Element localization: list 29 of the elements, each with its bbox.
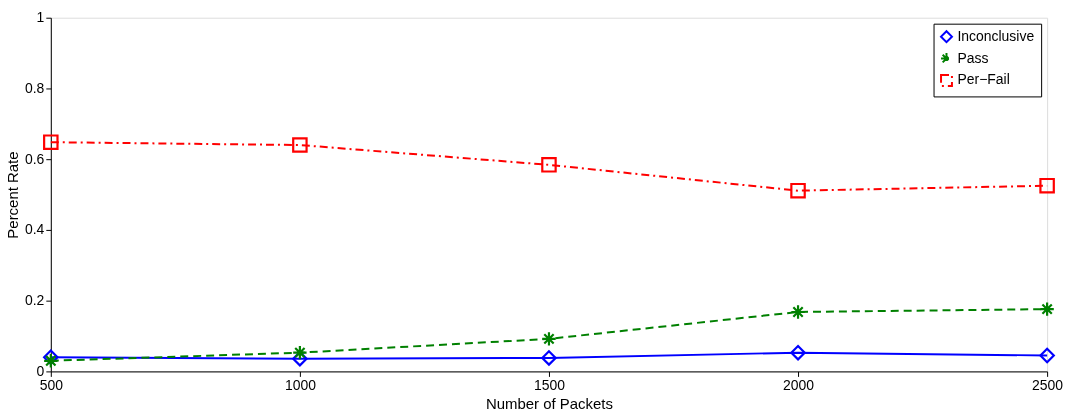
legend-label: Per−Fail	[957, 71, 1010, 88]
y-tick-label: 0	[36, 362, 45, 379]
point	[43, 134, 59, 150]
point	[1039, 301, 1055, 317]
y-axis-title: Percent Rate	[3, 151, 21, 239]
point	[541, 331, 557, 347]
point	[292, 344, 308, 361]
point	[541, 350, 557, 366]
point	[790, 344, 806, 361]
point	[541, 157, 557, 173]
x-tick-label: 1000	[284, 376, 317, 393]
point	[292, 137, 308, 153]
x-tick-label: 2000	[783, 376, 815, 393]
x-axis-title: Number of Packets	[485, 394, 613, 412]
y-tick-label: 1	[36, 9, 45, 26]
point	[1039, 177, 1055, 194]
legend-label: Pass	[957, 49, 989, 66]
x-tick-label: 500	[39, 376, 64, 393]
y-tick-label: 0.6	[24, 150, 45, 167]
legend-label: Inconclusive	[957, 27, 1035, 44]
point	[790, 304, 806, 320]
x-tick-label: 1500	[533, 376, 566, 393]
point	[790, 182, 806, 199]
y-tick-label: 0.4	[24, 221, 45, 238]
point	[1039, 347, 1055, 364]
y-tick-label: 0.2	[24, 292, 45, 309]
y-tick-label: 0.8	[24, 79, 45, 96]
x-tick-label: 2500	[1032, 376, 1064, 393]
point	[43, 353, 59, 369]
